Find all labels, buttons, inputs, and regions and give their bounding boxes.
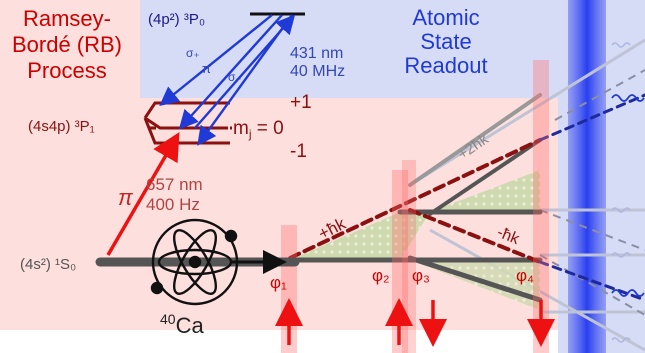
phase-1: φ₁ <box>270 273 287 292</box>
mj-labels: +1 mj = 0 -1 <box>233 92 312 162</box>
431-wavelength: 431 nm <box>290 45 343 62</box>
calcium-label: 40Ca <box>160 311 204 338</box>
faint-waves <box>611 42 631 343</box>
phase-3: φ₃ <box>412 266 430 285</box>
mj-plus-label: +1 <box>290 92 312 113</box>
ground-level-label: (4s²) ¹S₀ <box>20 256 76 273</box>
process-title-line2: Bordé (RB) <box>12 32 122 57</box>
atom-icon <box>150 218 239 306</box>
phase-4: φ₄ <box>516 266 534 285</box>
mj-minus-label: -1 <box>290 141 307 162</box>
interferometer-area-3 <box>410 260 540 310</box>
interferometer-area-2 <box>430 170 540 212</box>
pi-blue-label: π <box>202 61 211 76</box>
phase-2: φ₂ <box>372 266 390 285</box>
interferometer-area-1 <box>290 212 430 260</box>
readout-title-line1: Atomic <box>412 5 479 30</box>
middle-level-label: (4s4p) ³P₁ <box>28 118 95 135</box>
fluorescence-waves <box>611 94 645 297</box>
readout-title: Atomic State Readout <box>404 5 487 78</box>
657-linewidth: 400 Hz <box>146 195 200 214</box>
process-title: Ramsey- Bordé (RB) Process <box>12 6 122 83</box>
sigma-minus-label: σ₋ <box>228 70 242 84</box>
phase-labels: φ₁ φ₂ φ₃ φ₄ <box>270 266 534 292</box>
process-title-line3: Process <box>27 58 106 83</box>
blue-transitions <box>159 14 296 146</box>
bottom-strip <box>0 330 558 353</box>
mj-label: mj = 0 <box>233 118 284 141</box>
process-title-line1: Ramsey- <box>23 6 111 31</box>
657-transition-arrow <box>106 131 180 256</box>
pulse-arrows <box>275 298 555 347</box>
431-linewidth: 40 MHz <box>290 63 345 80</box>
readout-beam <box>568 0 606 353</box>
readout-region-top <box>140 0 645 98</box>
readout-title-line2: State <box>420 29 471 54</box>
pi-red-label: π <box>118 185 134 210</box>
657-wavelength: 657 nm <box>146 175 203 194</box>
readout-dashed <box>539 69 645 316</box>
readout-title-line3: Readout <box>404 53 487 78</box>
upper-level-label: (4p²) ³P₀ <box>148 11 205 28</box>
sigma-plus-label: σ₊ <box>186 46 200 60</box>
